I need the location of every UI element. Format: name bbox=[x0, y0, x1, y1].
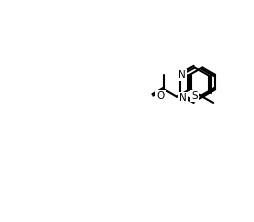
Text: S: S bbox=[191, 91, 197, 101]
Text: N: N bbox=[179, 93, 186, 103]
Text: O: O bbox=[156, 91, 164, 101]
Text: N: N bbox=[177, 70, 185, 80]
